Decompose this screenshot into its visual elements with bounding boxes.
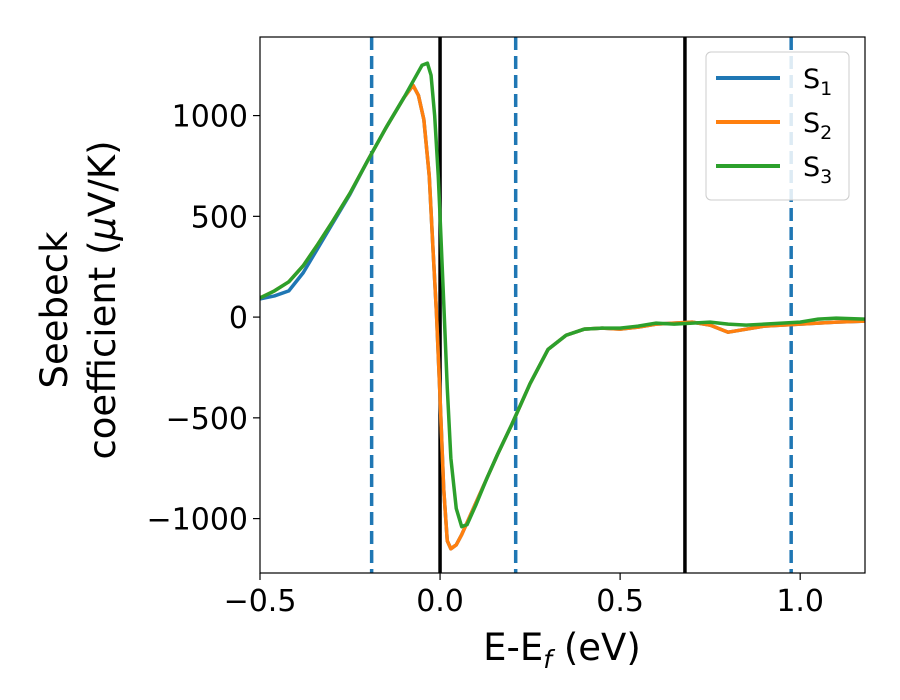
legend: S1 S2 S3 xyxy=(705,51,850,201)
reference-lines xyxy=(369,37,793,573)
plot-frame xyxy=(259,36,866,574)
y-axis-title-line-1: Seebeck xyxy=(33,231,76,389)
x-tick-label: 1.0 xyxy=(776,584,824,619)
y-tick-label: 1000 xyxy=(172,100,248,135)
y-axis: −1000 −500 0 500 1000 xyxy=(147,100,260,538)
y-tick-label: 500 xyxy=(191,200,248,235)
series-layer xyxy=(260,61,865,551)
legend-label-S3: S3 xyxy=(803,152,832,188)
legend-box xyxy=(705,51,850,201)
legend-label-S1: S1 xyxy=(803,64,832,100)
x-tick-label: 0.5 xyxy=(596,584,644,619)
x-tick-label: −0.5 xyxy=(224,584,297,619)
y-axis-title: Seebeck coefficient (μV/K) xyxy=(33,140,124,459)
x-axis-title: E-Ef (eV) xyxy=(483,626,641,674)
legend-label-S2: S2 xyxy=(803,108,832,144)
x-axis: −0.5 0.0 0.5 1.0 xyxy=(224,573,824,619)
y-axis-title-line-2: coefficient (μV/K) xyxy=(81,140,124,459)
y-tick-label: −1000 xyxy=(147,503,248,538)
y-tick-label: −500 xyxy=(166,402,248,437)
series-line-S3 xyxy=(260,61,865,529)
x-tick-label: 0.0 xyxy=(416,584,464,619)
y-tick-label: 0 xyxy=(229,301,248,336)
